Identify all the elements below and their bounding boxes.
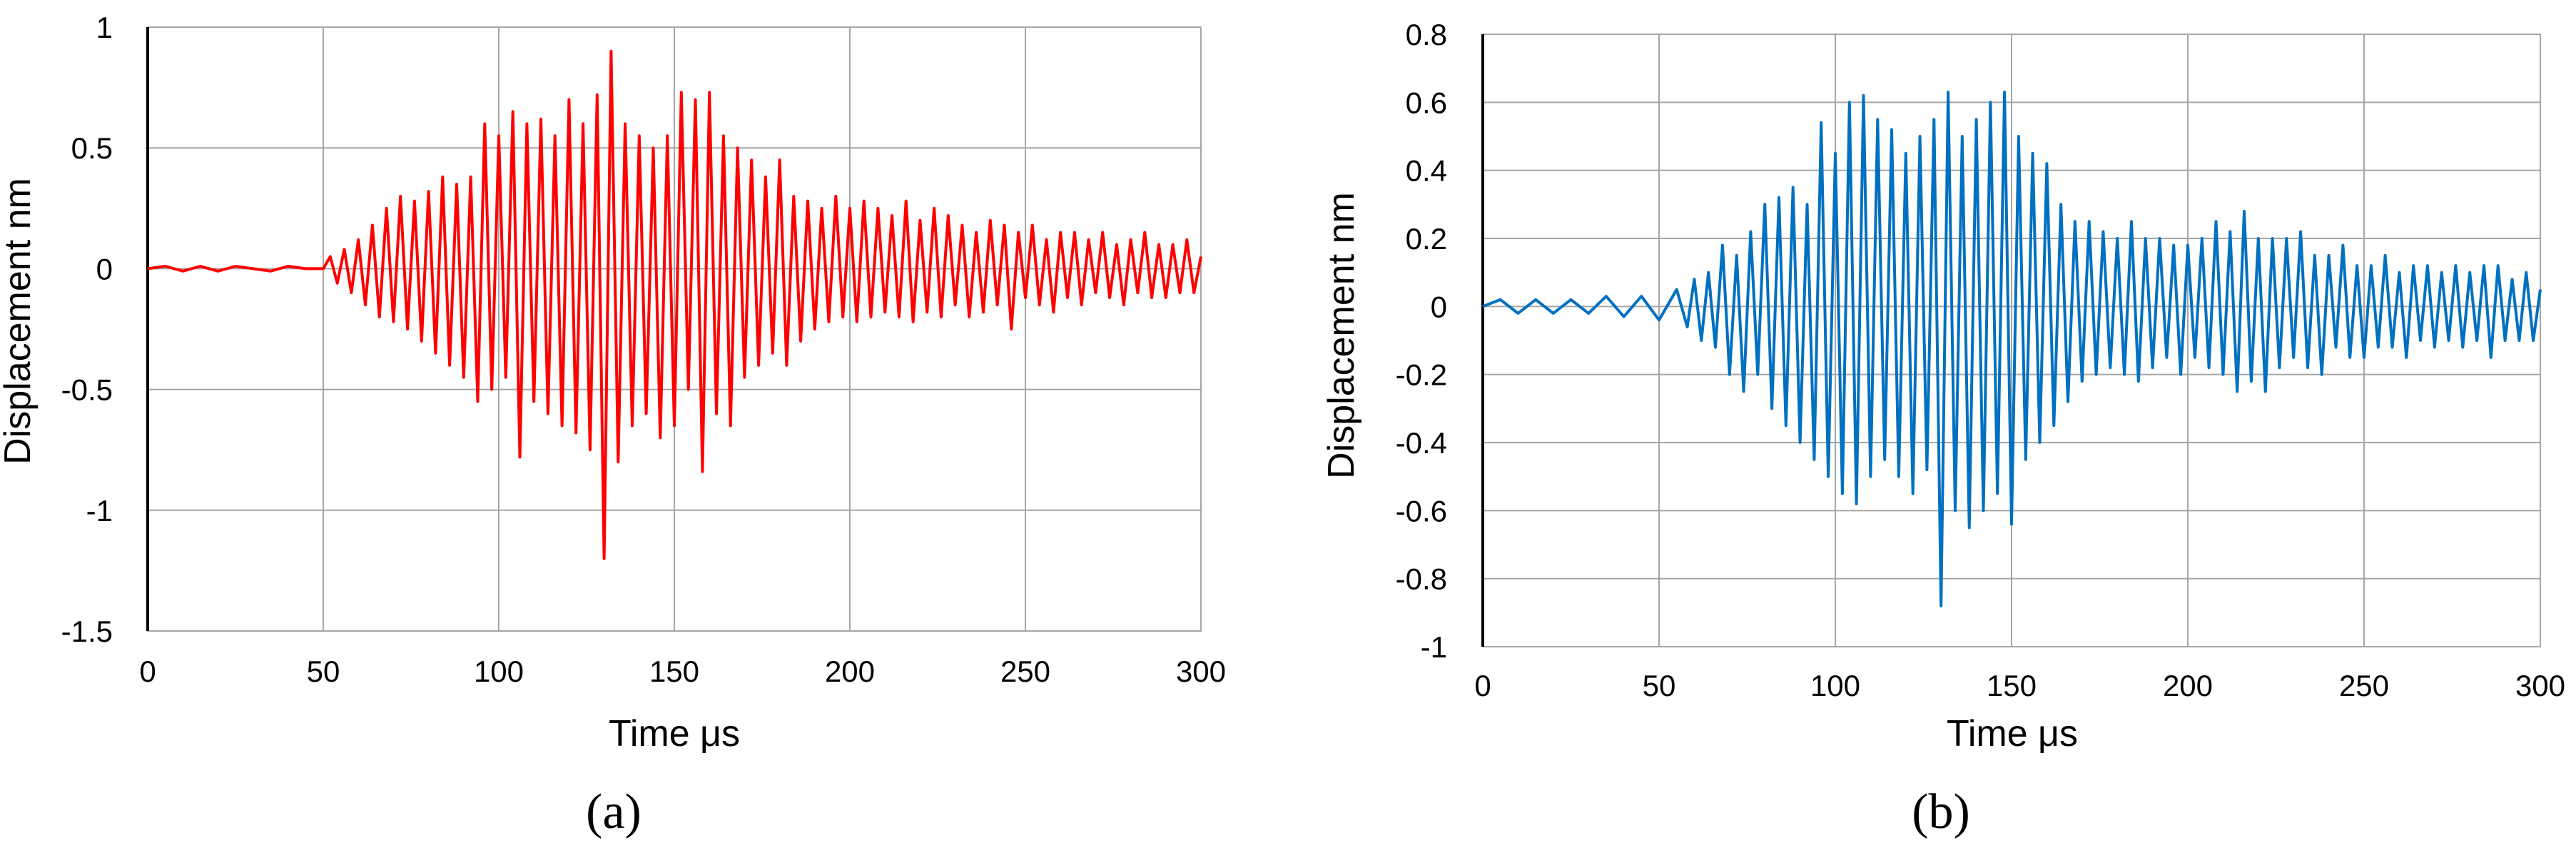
y-tick-label: -0.2 (1396, 358, 1447, 392)
y-tick-label: -1 (86, 494, 113, 528)
x-tick-label: 300 (1176, 655, 1226, 688)
x-tick-label: 50 (1643, 669, 1676, 702)
y-tick-label: -0.5 (61, 373, 113, 407)
y-tick-label: 0.5 (71, 131, 113, 165)
y-tick-label: 0.8 (1406, 18, 1447, 51)
y-tick-label: 0.2 (1406, 222, 1447, 256)
y-tick-label: 0.6 (1406, 86, 1447, 119)
x-tick-label: 200 (825, 655, 875, 688)
y-tick-label: -0.6 (1396, 494, 1447, 528)
panel-b: -1 -0.8 -0.6 -0.4 -0.2 0 0.2 0.4 0.6 0.8 0 50 100 150… (1321, 18, 2565, 839)
x-tick-label: 200 (2163, 669, 2213, 702)
series-line (1482, 91, 2542, 607)
y-tick-label: -1 (1421, 630, 1447, 664)
panel-label: (a) (586, 784, 642, 839)
x-tick-label: 250 (1000, 655, 1050, 688)
x-tick-label: 0 (1474, 669, 1491, 702)
y-tick-label: 0 (1431, 290, 1447, 323)
x-tick-label: 100 (1810, 669, 1860, 702)
x-tick-label: 0 (139, 655, 156, 688)
x-axis-title: Time μs (609, 713, 740, 754)
series-line (147, 49, 1202, 560)
x-tick-label: 250 (2339, 669, 2389, 702)
x-tick-label: 50 (307, 655, 340, 688)
y-tick-label: -0.4 (1396, 426, 1447, 460)
y-tick-label: 0 (96, 252, 113, 286)
x-tick-label: 150 (1987, 669, 2037, 702)
y-tick-label: -0.8 (1396, 562, 1447, 596)
x-tick-label: 300 (2515, 669, 2565, 702)
x-tick-label: 150 (649, 655, 699, 688)
y-axis-title: Displacement nm (0, 178, 39, 465)
y-tick-label: 0.4 (1406, 154, 1447, 188)
x-axis-title: Time μs (1947, 713, 2078, 754)
panel-label: (b) (1912, 784, 1970, 839)
y-axis-title: Displacement nm (1321, 192, 1362, 479)
x-tick-label: 100 (474, 655, 524, 688)
y-tick-label: -1.5 (61, 615, 113, 648)
panel-a: -1.5 -1 -0.5 0 0.5 1 0 50 100 150 200 250 300 Time μs… (0, 11, 1226, 839)
y-tick-label: 1 (96, 11, 113, 44)
